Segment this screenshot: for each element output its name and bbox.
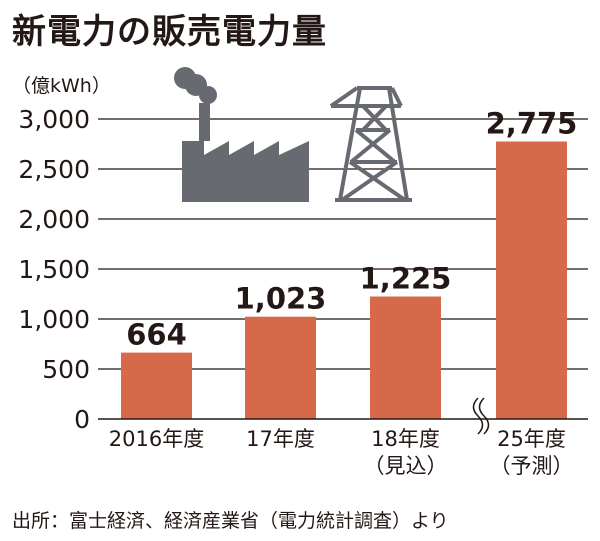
x-category-sublabel: （予測） [490,454,574,478]
x-category-label: 2016年度 [109,427,204,451]
x-category-label: 25年度 [497,427,566,451]
bar [370,296,441,419]
bar-value-label: 1,023 [235,282,327,316]
y-tick-label: 1,000 [18,305,90,334]
bar-value-label: 1,225 [360,262,452,296]
x-category-sublabel: （見込） [364,454,448,478]
y-axis-unit-label: （億kWh） [12,75,111,97]
y-tick-label: 500 [42,355,90,384]
bar [245,316,316,419]
bar [121,352,192,419]
x-axis-labels: 2016年度 17年度 18年度 （見込） 25年度 （予測） [109,427,574,478]
bars [121,141,567,419]
x-category-label: 18年度 [371,427,440,451]
y-tick-label: 0 [74,405,90,434]
x-category-label: 17年度 [246,427,315,451]
y-tick-label: 2,000 [18,205,90,234]
source-note: 出所：富士経済、経済産業省（電力統計調査）より [12,510,449,532]
axis-break-mark [472,397,490,435]
y-tick-label: 1,500 [18,255,90,284]
bar-value-label: 2,775 [486,107,578,141]
y-tick-label: 2,500 [18,155,90,184]
bar-value-label: 664 [126,318,187,352]
bar [496,141,567,419]
factory-icon [174,67,309,202]
chart-title: 新電力の販売電力量 [12,12,327,52]
y-axis-ticks: 0 500 1,000 1,500 2,000 2,500 3,000 [18,105,90,434]
power-tower-icon [329,86,412,202]
y-tick-label: 3,000 [18,105,90,134]
value-labels: 664 1,023 1,225 2,775 [126,107,577,352]
